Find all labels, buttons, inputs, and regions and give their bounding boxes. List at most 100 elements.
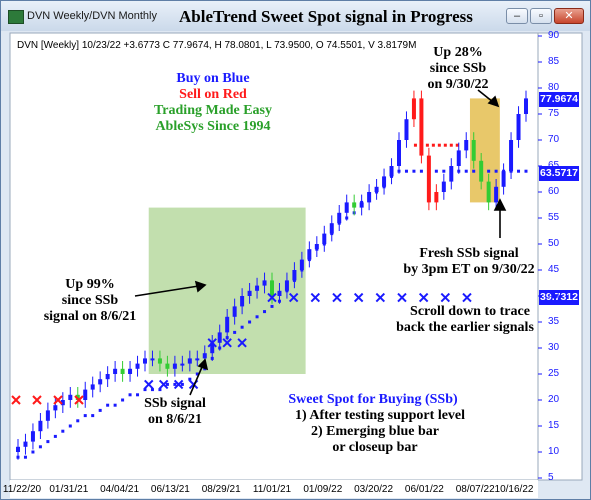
sweet-spot-x-marker-stroke [353,292,364,303]
sell-x-marker [11,395,21,405]
close-button[interactable]: ✕ [554,8,584,24]
time-axis [10,480,538,498]
price-bar-body [277,290,282,296]
y-tick-label: 65 [548,160,560,171]
price-bar-body [411,98,416,120]
price-bar-body [202,353,207,359]
price-bar-body [135,363,140,369]
support-stop-dot [98,408,102,412]
price-bar-body [270,280,274,296]
price-bar-body [419,98,424,156]
price-bar-body [471,140,476,161]
annotation-up28-line3: on 9/30/22 [427,77,489,92]
app-icon [8,10,24,24]
support-stop-dot [76,419,80,423]
x-tick-label: 01/09/22 [303,484,343,495]
price-bar-body [232,306,237,317]
annotation-up99-line2: since SSb [61,293,119,308]
price-bar-body [247,290,252,296]
price-bar-body [322,233,327,244]
price-bar-body [292,270,297,281]
annotation-scroll-line2: back the earlier signals [396,320,534,335]
y-tick-label: 70 [548,134,560,145]
x-tick-label: 03/20/22 [354,484,394,495]
annotation-scroll-line1: Scroll down to trace [410,304,530,319]
sell-x-marker [53,395,63,405]
arrowhead-up28 [487,95,500,108]
price-bar-body [284,280,289,291]
price-bar-body [217,332,222,343]
sweet-spot-x-marker [207,338,217,348]
price-bar-body [359,202,364,208]
arrowhead-fresh-ssb [493,198,507,211]
sweet-spot-x-marker-stroke [158,379,169,390]
sweet-spot-x-marker-stroke [237,338,247,348]
sweet-spot-x-marker [462,292,472,303]
price-bar-body [426,155,431,203]
title-bar[interactable]: DVN Weekly/DVN Monthly AbleTrend Sweet S… [1,1,590,31]
price-bar-body [53,405,58,411]
y-tick-label: 25 [548,368,560,379]
price-bar-body [157,358,162,364]
price-bar-body [299,259,304,270]
x-tick-label: 08/07/22 [455,484,495,495]
support-stop-dot [180,382,184,386]
support-stop-dot [91,414,95,418]
support-stop-dot [255,315,259,319]
arrowhead-ssb-signal [197,358,209,371]
minimize-button[interactable]: – [506,8,528,24]
arrowhead-up99 [194,280,207,293]
price-bar-body [195,358,200,361]
price-bar-body [225,316,230,333]
price-bar-body [240,296,245,307]
support-stop-dot [270,304,274,308]
sweet-spot-x-marker [397,292,407,303]
price-bar-body [456,150,461,166]
price-bar-body [210,342,215,354]
resistance-stop-dot [425,143,429,147]
price-bar-body [337,212,342,224]
support-stop-dot [434,169,438,173]
support-stop-dot [61,429,65,433]
sweet-spot-x-marker [267,292,277,303]
price-bar-body [352,202,357,208]
y-tick-label: 90 [548,30,560,41]
sweet-spot-x-marker [353,292,364,303]
annotation-up28-line1: Up 28% [433,45,483,60]
price-bar-body [187,358,192,364]
sweet-spot-x-marker-stroke [440,292,451,303]
sweet-spot-x-marker-stroke [144,379,154,390]
price-bar-body [441,181,446,192]
price-bar-body [105,374,110,380]
x-tick-label: 01/31/21 [49,484,89,495]
support-stop-dot [173,382,177,386]
price-bar-body [524,98,528,114]
x-tick-label: 04/04/21 [100,484,140,495]
support-stop-dot [121,398,125,402]
price-bar-body [374,186,379,192]
support-stop-dot [419,169,423,173]
maximize-button[interactable]: ▫ [530,8,552,24]
price-bar-body [404,119,409,140]
sweet-spot-x-marker-stroke [375,292,386,303]
support-stop-dot [472,169,476,173]
chart-tab-title[interactable]: DVN Weekly/DVN Monthly [27,10,157,22]
sweet-spot-x-marker-stroke [267,292,277,303]
legend-sell: Sell on Red [179,87,247,102]
price-bar-body [464,140,469,151]
support-stop-dot [136,393,140,397]
y-tick-label: 10 [548,446,560,457]
x-tick-label: 06/01/22 [404,484,444,495]
support-stop-dot [464,169,468,173]
legend-tagline2: AbleSys Since 1994 [155,119,271,134]
price-axis [537,32,583,481]
price-bar-body [23,441,28,447]
support-stop-dot [487,169,491,173]
chart-headline: AbleTrend Sweet Spot signal in Progress [179,7,473,26]
price-bar-body [501,171,506,187]
resistance-stop-dot [443,143,447,147]
annotation-sweet-spot-rule3: or closeup bar [332,440,418,455]
sweet-spot-x-marker [375,292,386,303]
legend-buy: Buy on Blue [176,71,250,86]
